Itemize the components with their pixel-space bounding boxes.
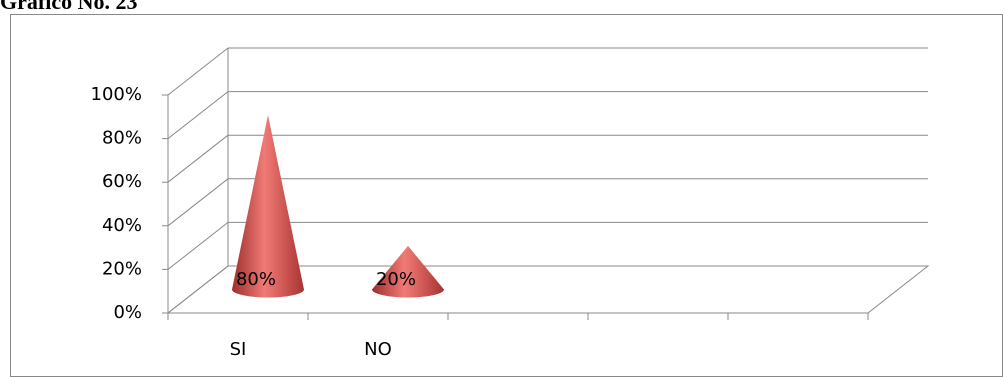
y-tick-label: 100% <box>91 84 142 105</box>
grid-line <box>167 91 229 139</box>
grid-line <box>167 178 229 227</box>
grid-line <box>167 265 229 314</box>
chart-border <box>10 14 1003 377</box>
y-tick-label: 40% <box>102 215 142 236</box>
value-label: 80% <box>236 269 276 290</box>
y-tick-label: 0% <box>113 302 142 323</box>
cone <box>232 115 304 298</box>
grid-line <box>167 134 229 183</box>
grid-line <box>167 47 229 96</box>
x-tick-label: SI <box>230 339 247 360</box>
y-tick-label: 80% <box>102 128 142 149</box>
grid-line <box>167 222 229 270</box>
cone <box>372 245 444 298</box>
y-tick-label: 20% <box>102 258 142 279</box>
x-tick-label: NO <box>364 339 392 360</box>
y-tick-label: 60% <box>102 171 142 192</box>
value-label: 20% <box>376 269 416 290</box>
chart-title: Gráfico No. 23 <box>0 0 137 14</box>
